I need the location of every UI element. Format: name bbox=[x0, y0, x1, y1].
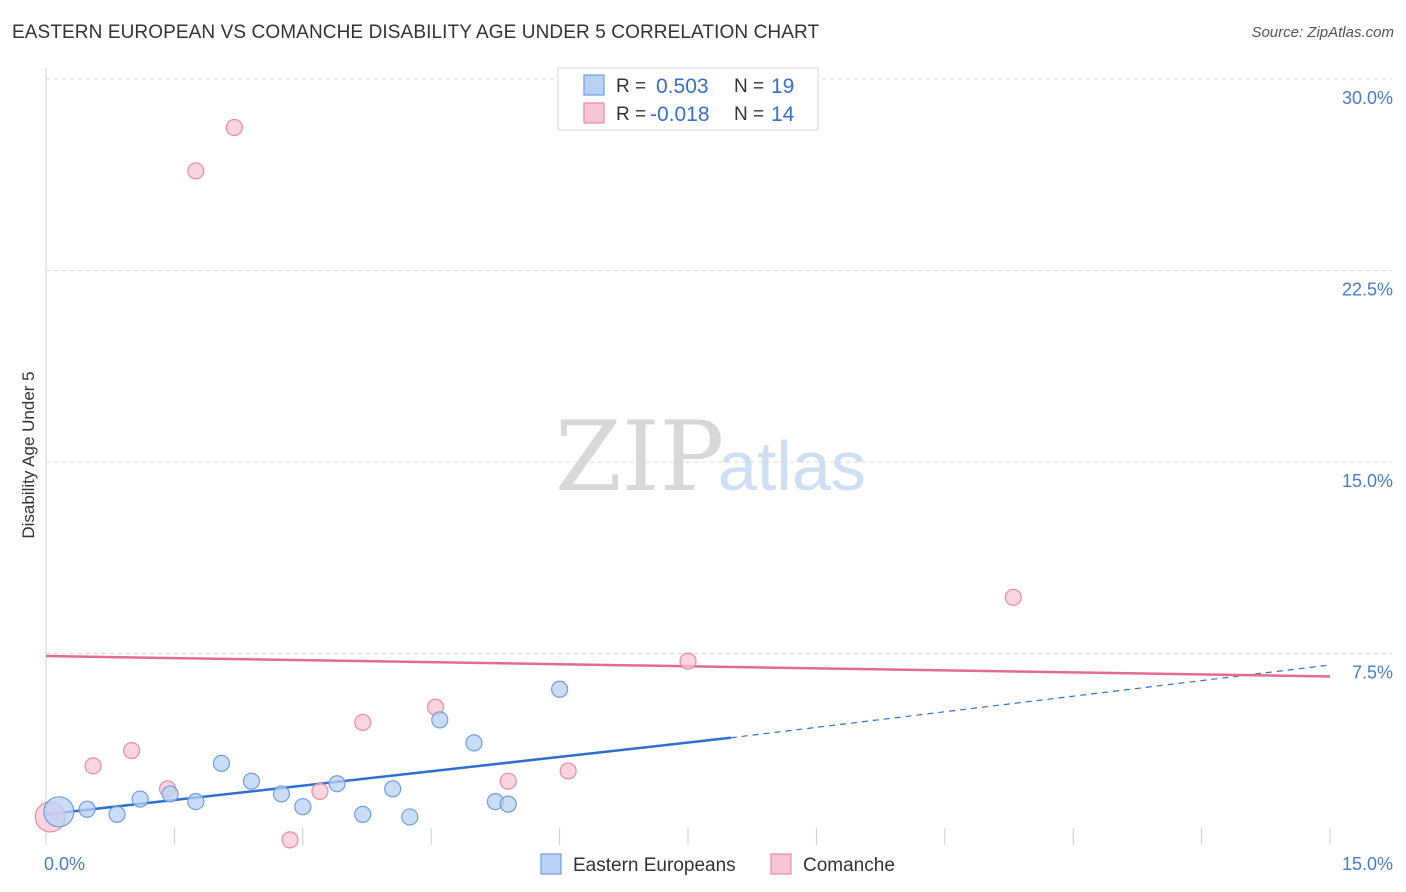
point-eastern-europeans-15 bbox=[465, 734, 483, 752]
point-comanche-2 bbox=[123, 741, 141, 760]
legend-r-label-2: R = bbox=[616, 104, 646, 125]
y-axis-label: Disability Age Under 5 bbox=[19, 371, 38, 538]
point-eastern-europeans-14 bbox=[431, 711, 449, 729]
legend-n-label-2: N = bbox=[734, 104, 764, 125]
point-comanche-7 bbox=[311, 782, 329, 800]
x-tick-label-1: 15.0% bbox=[1342, 854, 1393, 874]
point-eastern-europeans-3 bbox=[131, 790, 149, 808]
point-comanche-1 bbox=[84, 757, 102, 775]
point-eastern-europeans-0 bbox=[43, 796, 75, 828]
point-comanche-12 bbox=[679, 652, 697, 670]
legend-r-value-1: 0.503 bbox=[656, 75, 709, 98]
point-eastern-europeans-4 bbox=[161, 785, 179, 803]
legend-r-label-1: R = bbox=[616, 76, 646, 97]
legend-n-value-1: 19 bbox=[771, 75, 794, 98]
x-tick-label-0: 0.0% bbox=[44, 854, 85, 874]
series-swatch-comanche bbox=[770, 853, 792, 875]
correlation-legend: R = 0.503 N = 19 R = -0.018 N = 14 bbox=[557, 67, 819, 131]
series-label-comanche: Comanche bbox=[803, 855, 895, 876]
point-eastern-europeans-17 bbox=[499, 795, 517, 813]
series-legend: Eastern Europeans Comanche bbox=[540, 853, 895, 876]
point-eastern-europeans-8 bbox=[272, 785, 290, 803]
point-eastern-europeans-11 bbox=[354, 805, 372, 823]
legend-swatch-blue bbox=[583, 74, 605, 96]
point-eastern-europeans-5 bbox=[187, 792, 205, 811]
point-eastern-europeans-13 bbox=[401, 808, 419, 826]
point-comanche-10 bbox=[499, 772, 517, 790]
trend-line-eastern-europeans bbox=[45, 736, 731, 816]
series-label-eastern-europeans: Eastern Europeans bbox=[573, 855, 736, 876]
point-eastern-europeans-18 bbox=[550, 680, 569, 698]
legend-n-value-2: 14 bbox=[771, 103, 795, 126]
point-eastern-europeans-9 bbox=[294, 798, 312, 816]
trend-line-eastern-europeans-extension bbox=[730, 664, 1331, 739]
point-eastern-europeans-10 bbox=[328, 775, 346, 793]
y-tick-label-3: 30.0% bbox=[1342, 88, 1393, 108]
legend-r-value-2: -0.018 bbox=[650, 103, 710, 126]
point-eastern-europeans-7 bbox=[242, 772, 261, 790]
legend-n-label-1: N = bbox=[734, 76, 764, 97]
watermark-atlas: atlas bbox=[718, 427, 866, 505]
y-tick-label-0: 7.5% bbox=[1352, 663, 1393, 683]
legend-swatch-pink bbox=[583, 102, 605, 124]
point-comanche-11 bbox=[559, 762, 577, 780]
chart-title: EASTERN EUROPEAN VS COMANCHE DISABILITY … bbox=[12, 22, 820, 43]
point-eastern-europeans-12 bbox=[384, 780, 402, 798]
point-eastern-europeans-1 bbox=[78, 800, 96, 818]
source-label: Source: ZipAtlas.com bbox=[1251, 24, 1394, 41]
point-comanche-6 bbox=[281, 831, 299, 849]
y-tick-label-1: 15.0% bbox=[1342, 471, 1393, 491]
y-tick-label-2: 22.5% bbox=[1342, 280, 1393, 300]
watermark-zip: ZIP bbox=[555, 401, 724, 513]
point-eastern-europeans-6 bbox=[212, 754, 231, 772]
point-eastern-europeans-2 bbox=[108, 805, 126, 823]
point-comanche-8 bbox=[354, 713, 372, 732]
series-swatch-eastern-europeans bbox=[540, 853, 562, 875]
point-comanche-13 bbox=[1004, 588, 1022, 606]
point-comanche-4 bbox=[187, 162, 205, 180]
point-comanche-5 bbox=[225, 118, 243, 137]
